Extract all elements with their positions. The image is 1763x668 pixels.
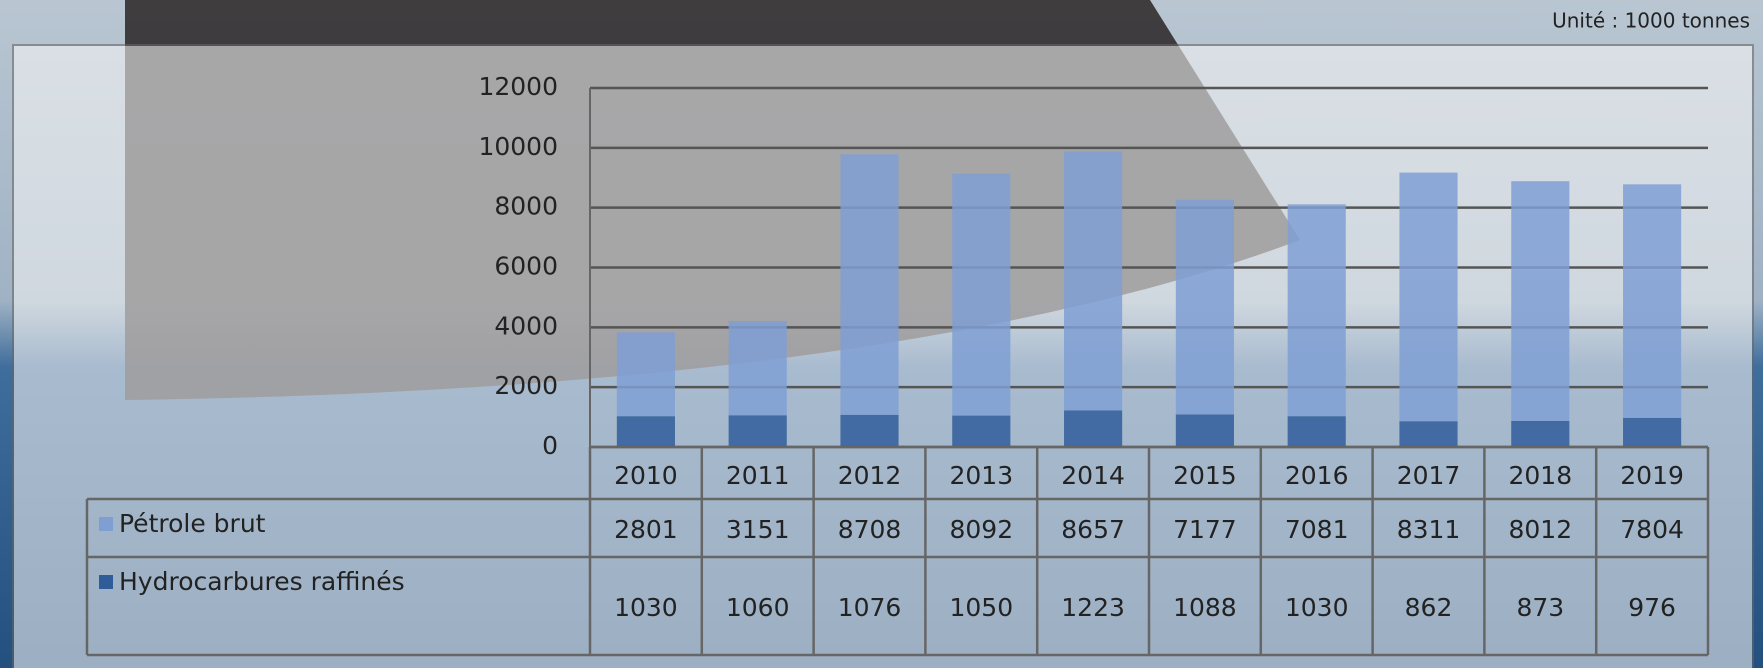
bar (1287, 416, 1346, 447)
table-value: 2801 (614, 515, 678, 544)
bar (1399, 421, 1458, 447)
bar (952, 415, 1011, 447)
table-value: 8657 (1061, 515, 1125, 544)
table-value: 1030 (1285, 593, 1349, 622)
x-tick-label: 2012 (838, 461, 902, 490)
table-value: 8708 (838, 515, 902, 544)
table-value: 7081 (1285, 515, 1349, 544)
table-value: 7177 (1173, 515, 1237, 544)
x-tick-label: 2010 (614, 461, 678, 490)
table-value: 8012 (1508, 515, 1572, 544)
x-tick-label: 2019 (1620, 461, 1684, 490)
table-value: 1076 (838, 593, 902, 622)
x-tick-label: 2018 (1508, 461, 1572, 490)
bar (1399, 172, 1458, 422)
table-value: 1088 (1173, 593, 1237, 622)
x-tick-label: 2016 (1285, 461, 1349, 490)
table-value: 1060 (726, 593, 790, 622)
bar (1175, 414, 1234, 447)
bar (840, 154, 899, 415)
y-tick-label: 2000 (494, 371, 558, 400)
table-value: 1223 (1061, 593, 1125, 622)
bar (840, 414, 899, 447)
bar (1623, 417, 1682, 447)
table-value: 976 (1628, 593, 1676, 622)
table-value: 873 (1516, 593, 1564, 622)
bar (1064, 410, 1123, 447)
y-tick-label: 12000 (478, 72, 558, 101)
legend-swatch (99, 575, 113, 589)
y-tick-label: 10000 (478, 132, 558, 161)
x-tick-label: 2013 (949, 461, 1013, 490)
y-tick-label: 6000 (494, 252, 558, 281)
table-value: 8092 (949, 515, 1013, 544)
bar (1511, 181, 1570, 421)
x-tick-label: 2017 (1397, 461, 1461, 490)
table-value: 3151 (726, 515, 790, 544)
bar (728, 321, 787, 416)
legend-label: Pétrole brut (119, 509, 266, 538)
bar (1623, 184, 1682, 418)
legend-swatch (99, 517, 113, 531)
x-tick-label: 2014 (1061, 461, 1125, 490)
bar (1287, 204, 1346, 417)
bar (616, 332, 675, 417)
bar (952, 173, 1011, 416)
legend-label: Hydrocarbures raffinés (119, 567, 405, 596)
y-tick-label: 0 (542, 431, 558, 460)
table-value: 7804 (1620, 515, 1684, 544)
bar (1175, 199, 1234, 415)
bar (616, 416, 675, 447)
bar (1064, 151, 1123, 411)
x-tick-label: 2015 (1173, 461, 1237, 490)
x-tick-label: 2011 (726, 461, 790, 490)
y-tick-label: 4000 (494, 311, 558, 340)
table-value: 1030 (614, 593, 678, 622)
table-value: 1050 (949, 593, 1013, 622)
y-tick-label: 8000 (494, 192, 558, 221)
table-value: 862 (1405, 593, 1453, 622)
bar (728, 415, 787, 447)
unit-note: Unité : 1000 tonnes (1552, 9, 1750, 33)
table-value: 8311 (1397, 515, 1461, 544)
bar (1511, 420, 1570, 447)
